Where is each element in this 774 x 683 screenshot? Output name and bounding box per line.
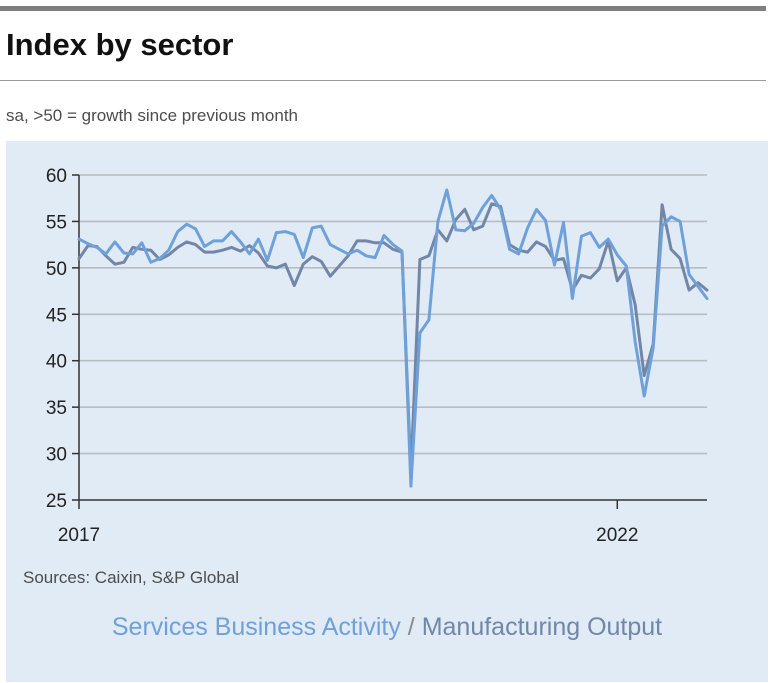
- y-tick-labels: 25 30 35 40 45 50 55 60: [46, 166, 79, 512]
- legend-separator: /: [400, 613, 422, 641]
- source-note: Sources: Caixin, S&P Global: [23, 568, 240, 587]
- series-lines: [77, 188, 709, 488]
- y-tick-label-55: 55: [46, 212, 67, 233]
- legend: Services Business Activity / Manufacturi…: [0, 613, 774, 642]
- legend-manufacturing: Manufacturing Output: [421, 613, 663, 641]
- y-tick-label-35: 35: [46, 398, 67, 419]
- y-tick-label-25: 25: [46, 491, 67, 512]
- x-axis: 2017 2022: [58, 175, 707, 546]
- x-tick-label-2017: 2017: [58, 525, 100, 546]
- y-tick-label-45: 45: [46, 305, 67, 326]
- title-rule: [0, 80, 766, 81]
- legend-services: Services Business Activity: [111, 613, 401, 641]
- chart-subtitle: sa, >50 = growth since previous month: [6, 106, 298, 125]
- gridlines: [79, 174, 707, 455]
- chart-title: Index by sector: [6, 27, 234, 62]
- y-tick-label-30: 30: [46, 445, 67, 466]
- y-tick-label-60: 60: [46, 166, 67, 187]
- series-line-manufacturing-output: [77, 202, 709, 474]
- series-line-services-business-activity: [77, 188, 709, 488]
- top-rule: [0, 6, 766, 11]
- x-tick-label-2022: 2022: [596, 525, 638, 546]
- y-tick-label-50: 50: [46, 259, 67, 280]
- y-tick-label-40: 40: [46, 352, 67, 373]
- chart-panel: [6, 141, 768, 682]
